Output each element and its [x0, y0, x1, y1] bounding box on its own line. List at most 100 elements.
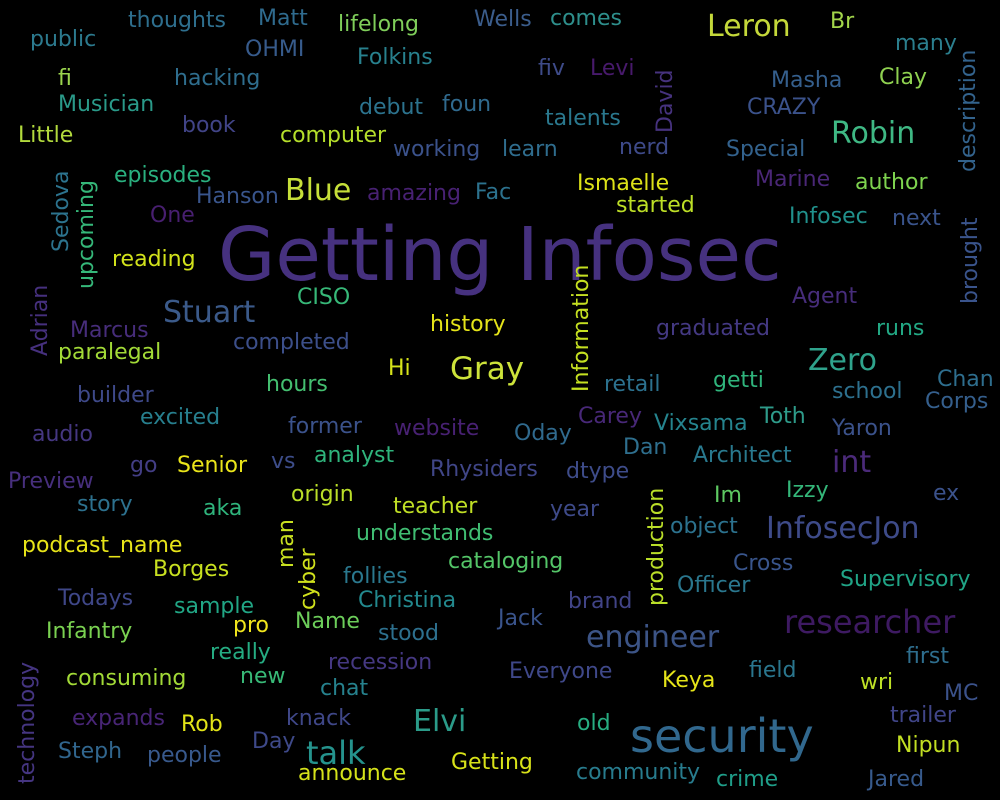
word-oday: Oday	[514, 421, 572, 446]
word-consuming: consuming	[66, 666, 187, 691]
word-borges: Borges	[153, 557, 230, 582]
word-adrian: Adrian	[28, 284, 53, 356]
word-engineer: engineer	[586, 620, 720, 655]
word-brought: brought	[958, 217, 983, 304]
word-information: Information	[569, 264, 594, 392]
word-technology: technology	[15, 661, 40, 784]
word-excited: excited	[140, 405, 221, 430]
word-preview: Preview	[8, 469, 94, 494]
word-go: go	[130, 453, 158, 478]
word-foun: foun	[442, 92, 492, 117]
word-completed: completed	[233, 330, 350, 355]
word-computer: computer	[280, 123, 387, 148]
word-man: man	[274, 519, 299, 568]
word-cross: Cross	[733, 551, 794, 576]
word-upcoming: upcoming	[74, 180, 99, 289]
word-description: description	[956, 49, 981, 172]
word-podcast-name: podcast_name	[22, 533, 183, 558]
word-really: really	[210, 640, 271, 665]
word-origin: origin	[291, 482, 354, 507]
word-jack: Jack	[498, 606, 543, 631]
word-im: Im	[714, 483, 742, 508]
word-chan: Chan	[937, 367, 994, 392]
word-school: school	[832, 379, 903, 404]
word-br: Br	[830, 9, 855, 34]
word-infantry: Infantry	[46, 619, 133, 644]
word-nerd: nerd	[619, 135, 670, 160]
word-old: old	[577, 711, 611, 736]
word-cataloging: cataloging	[448, 549, 564, 574]
word-retail: retail	[604, 372, 661, 397]
word-getting-infosec: Getting Infosec	[218, 212, 782, 298]
word-knack: knack	[286, 706, 352, 731]
word-stood: stood	[378, 621, 439, 646]
word-learn: learn	[502, 137, 558, 162]
word-runs: runs	[876, 316, 925, 341]
word-day: Day	[252, 729, 296, 754]
word-hacking: hacking	[174, 66, 261, 91]
word-masha: Masha	[771, 68, 843, 93]
word-todays: Todays	[58, 586, 134, 611]
word-aka: aka	[203, 496, 243, 521]
word-thoughts: thoughts	[128, 8, 226, 33]
word-talk: talk	[306, 734, 366, 772]
word-marine: Marine	[755, 167, 831, 192]
word-book: book	[182, 113, 236, 138]
word-infosec: Infosec	[789, 204, 868, 229]
word-fiv: fiv	[538, 56, 565, 81]
word-elvi: Elvi	[413, 704, 467, 739]
word-lifelong: lifelong	[338, 12, 419, 37]
word-website: website	[394, 416, 480, 441]
word-brand: brand	[568, 589, 633, 614]
word-debut: debut	[359, 95, 424, 120]
word-sample: sample	[174, 594, 254, 619]
word-author: author	[855, 170, 928, 195]
word-everyone: Everyone	[509, 659, 613, 684]
word-one: One	[150, 203, 195, 228]
word-expands: expands	[72, 706, 165, 731]
word-ciso: CISO	[297, 285, 351, 310]
word-fi: fi	[58, 66, 72, 91]
word-people: people	[147, 743, 222, 768]
word-special: Special	[726, 137, 806, 162]
word-comes: comes	[550, 6, 622, 31]
word-marcus: Marcus	[70, 318, 149, 343]
word-paralegal: paralegal	[58, 340, 162, 365]
word-researcher: researcher	[784, 603, 956, 641]
word-int: int	[832, 445, 872, 480]
word-understands: understands	[356, 521, 494, 546]
word-zero: Zero	[808, 343, 878, 378]
word-name: Name	[295, 609, 360, 634]
word-production: production	[644, 487, 669, 606]
word-officer: Officer	[677, 573, 751, 598]
word-security: security	[630, 709, 814, 763]
word-sedova: Sedova	[49, 170, 74, 252]
word-senior: Senior	[177, 453, 248, 478]
word-supervisory: Supervisory	[840, 567, 971, 592]
word-story: story	[77, 492, 133, 517]
word-audio: audio	[32, 422, 93, 447]
word-hi: Hi	[388, 356, 411, 381]
word-ismaelle: Ismaelle	[577, 171, 670, 196]
word-new: new	[240, 664, 286, 689]
word-robin: Robin	[831, 116, 916, 151]
word-agent: Agent	[792, 284, 858, 309]
word-toth: Toth	[760, 404, 806, 429]
word-recession: recession	[328, 650, 433, 675]
word-mc: MC	[944, 681, 979, 706]
word-dan: Dan	[623, 435, 668, 460]
word-crime: crime	[716, 767, 779, 792]
word-reading: reading	[112, 247, 196, 272]
word-chat: chat	[320, 676, 369, 701]
word-gray: Gray	[450, 351, 525, 387]
word-first: first	[906, 644, 949, 669]
word-getti: getti	[713, 368, 764, 393]
word-episodes: episodes	[114, 163, 212, 188]
word-wri: wri	[860, 670, 894, 695]
word-former: former	[288, 414, 362, 439]
word-blue: Blue	[285, 173, 352, 208]
word-many: many	[895, 31, 957, 56]
word-analyst: analyst	[314, 443, 395, 468]
word-ex: ex	[933, 481, 960, 506]
word-wells: Wells	[474, 7, 532, 32]
